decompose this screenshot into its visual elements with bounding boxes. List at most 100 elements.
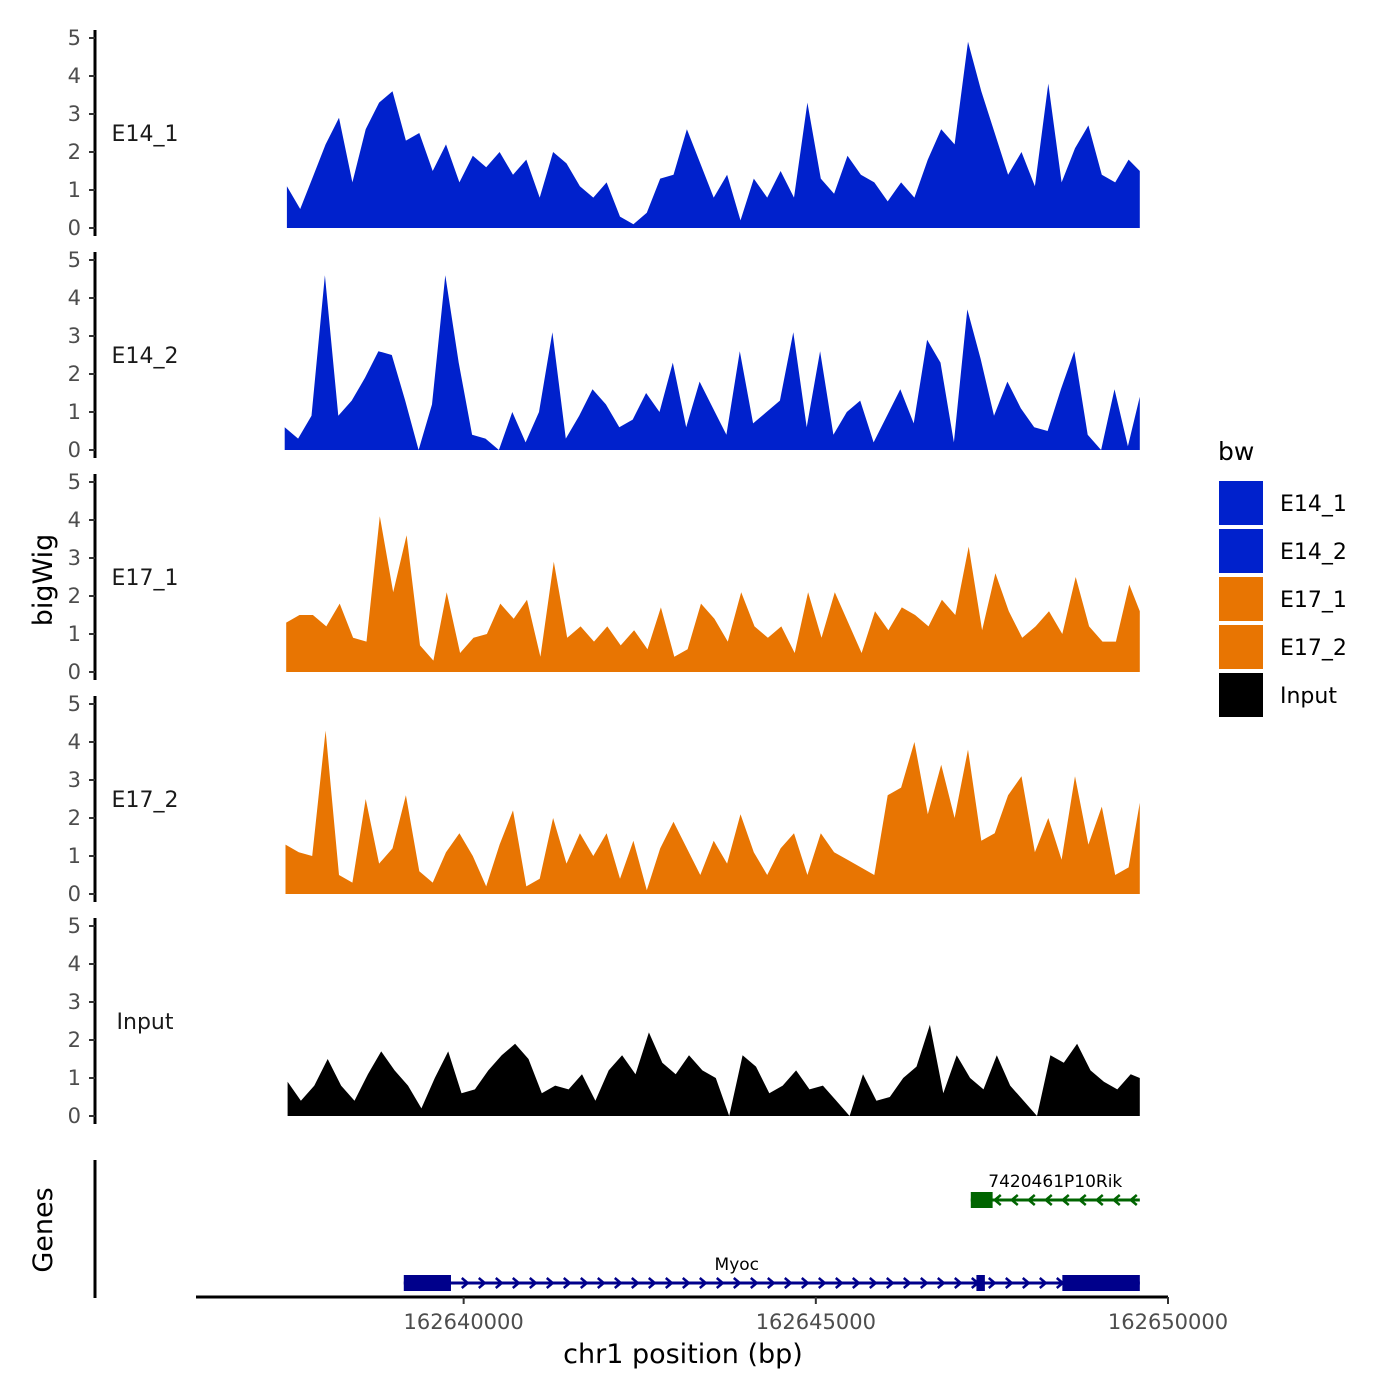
y-tick-label: 4 bbox=[68, 286, 81, 310]
gene-track: 7420461P10Rik Myoc bbox=[93, 1160, 1140, 1298]
strand-chevron bbox=[851, 1277, 861, 1289]
strand-chevron bbox=[936, 1277, 946, 1289]
legend-swatch-E17_2 bbox=[1219, 625, 1263, 669]
strand-chevron bbox=[834, 1277, 844, 1289]
track-Input: 0 1 2 3 4 5 Input bbox=[68, 914, 1140, 1128]
strand-chevron bbox=[868, 1277, 878, 1289]
strand-chevron bbox=[477, 1277, 487, 1289]
y-tick-label: 5 bbox=[68, 914, 81, 938]
y-tick-label: 0 bbox=[68, 1104, 81, 1128]
legend: bw E14_1 E14_2 E17_1 E17_2 Input bbox=[1218, 437, 1347, 717]
track-label: E14_1 bbox=[112, 122, 179, 147]
strand-chevron bbox=[766, 1277, 776, 1289]
x-axis: 162640000 162645000 162650000 bbox=[196, 1295, 1228, 1334]
strand-chevron bbox=[562, 1277, 572, 1289]
x-tick-label: 162640000 bbox=[404, 1310, 524, 1334]
track-E17_1: 0 1 2 3 4 5 E17_1 bbox=[68, 470, 1140, 684]
track-label: E17_1 bbox=[112, 566, 179, 591]
y-tick-label: 3 bbox=[68, 546, 81, 570]
gene-7420461P10Rik: 7420461P10Rik bbox=[970, 1172, 1140, 1208]
legend-label: E17_1 bbox=[1280, 588, 1347, 613]
strand-chevron bbox=[596, 1277, 606, 1289]
gene-label: 7420461P10Rik bbox=[988, 1172, 1122, 1192]
area-E17_1 bbox=[286, 516, 1140, 672]
y-tick-label: 4 bbox=[68, 64, 81, 88]
y-tick-label: 5 bbox=[68, 248, 81, 272]
gene-Myoc: Myoc bbox=[403, 1255, 1140, 1291]
legend-swatch-Input bbox=[1219, 673, 1263, 717]
y-tick-label: 1 bbox=[68, 622, 81, 646]
legend-label: E14_2 bbox=[1280, 540, 1347, 565]
y-tick-label: 5 bbox=[68, 26, 81, 50]
x-axis-title: chr1 position (bp) bbox=[563, 1339, 803, 1370]
strand-chevron bbox=[1077, 1194, 1087, 1206]
strand-chevron bbox=[992, 1194, 1002, 1206]
strand-chevron bbox=[800, 1277, 810, 1289]
legend-swatch-E14_1 bbox=[1219, 481, 1263, 525]
y-tick-label: 0 bbox=[68, 216, 81, 240]
x-tick-label: 162650000 bbox=[1108, 1310, 1228, 1334]
track-E14_2: 0 1 2 3 4 5 E14_2 bbox=[68, 248, 1140, 462]
track-label: E17_2 bbox=[112, 788, 179, 813]
strand-chevron bbox=[1043, 1194, 1053, 1206]
strand-chevron bbox=[1026, 1194, 1036, 1206]
strand-chevron bbox=[817, 1277, 827, 1289]
y-tick-label: 3 bbox=[68, 990, 81, 1014]
legend-title: bw bbox=[1218, 437, 1254, 466]
gene-exon bbox=[976, 1275, 985, 1291]
track-label: E14_2 bbox=[112, 344, 179, 369]
legend-swatch-E14_2 bbox=[1219, 529, 1263, 573]
legend-swatch-E17_1 bbox=[1219, 577, 1263, 621]
y-axis-title: bigWig bbox=[28, 534, 59, 627]
y-tick-label: 0 bbox=[68, 882, 81, 906]
track-E14_1: 0 1 2 3 4 5 E14_1 bbox=[68, 26, 1140, 240]
y-tick-label: 3 bbox=[68, 102, 81, 126]
strand-chevron bbox=[919, 1277, 929, 1289]
strand-chevron bbox=[1021, 1277, 1031, 1289]
strand-chevron bbox=[783, 1277, 793, 1289]
y-tick-label: 4 bbox=[68, 508, 81, 532]
legend-label: E14_1 bbox=[1280, 492, 1347, 517]
area-E14_2 bbox=[284, 275, 1140, 450]
y-tick-label: 1 bbox=[68, 400, 81, 424]
strand-chevron bbox=[613, 1277, 623, 1289]
strand-chevron bbox=[545, 1277, 555, 1289]
y-tick-label: 0 bbox=[68, 438, 81, 462]
area-E17_2 bbox=[285, 730, 1140, 894]
strand-chevron bbox=[732, 1277, 742, 1289]
y-tick-label: 0 bbox=[68, 660, 81, 684]
y-tick-label: 2 bbox=[68, 140, 81, 164]
strand-chevron bbox=[715, 1277, 725, 1289]
gene-label: Myoc bbox=[715, 1255, 759, 1275]
strand-chevron bbox=[698, 1277, 708, 1289]
strand-chevron bbox=[1038, 1277, 1048, 1289]
y-tick-label: 5 bbox=[68, 470, 81, 494]
track-E17_2: 0 1 2 3 4 5 E17_2 bbox=[68, 692, 1140, 906]
genes-axis-title: Genes bbox=[28, 1187, 59, 1272]
track-label: Input bbox=[117, 1010, 174, 1035]
strand-chevron bbox=[528, 1277, 538, 1289]
strand-chevron bbox=[885, 1277, 895, 1289]
strand-chevron bbox=[1060, 1194, 1070, 1206]
legend-label: E17_2 bbox=[1280, 636, 1347, 661]
bigwig-tracks: 0 1 2 3 4 5 E14_1 0 1 2 3 4 5 E14_2 0 1 2 3 4 5 E17_1 0 1 2 3 4 5 E… bbox=[68, 26, 1140, 1128]
strand-chevron bbox=[647, 1277, 657, 1289]
y-tick-label: 4 bbox=[68, 730, 81, 754]
area-Input bbox=[287, 1024, 1140, 1116]
strand-chevron bbox=[1128, 1194, 1138, 1206]
y-tick-label: 2 bbox=[68, 362, 81, 386]
strand-chevron bbox=[953, 1277, 963, 1289]
area-E14_1 bbox=[286, 41, 1140, 228]
y-tick-label: 2 bbox=[68, 584, 81, 608]
y-tick-label: 3 bbox=[68, 324, 81, 348]
strand-chevron bbox=[460, 1277, 470, 1289]
strand-chevron bbox=[749, 1277, 759, 1289]
strand-chevron bbox=[579, 1277, 589, 1289]
x-tick-label: 162645000 bbox=[756, 1310, 876, 1334]
legend-label: Input bbox=[1280, 684, 1337, 709]
strand-chevron bbox=[630, 1277, 640, 1289]
strand-chevron bbox=[1009, 1194, 1019, 1206]
strand-chevron bbox=[664, 1277, 674, 1289]
y-tick-label: 2 bbox=[68, 806, 81, 830]
